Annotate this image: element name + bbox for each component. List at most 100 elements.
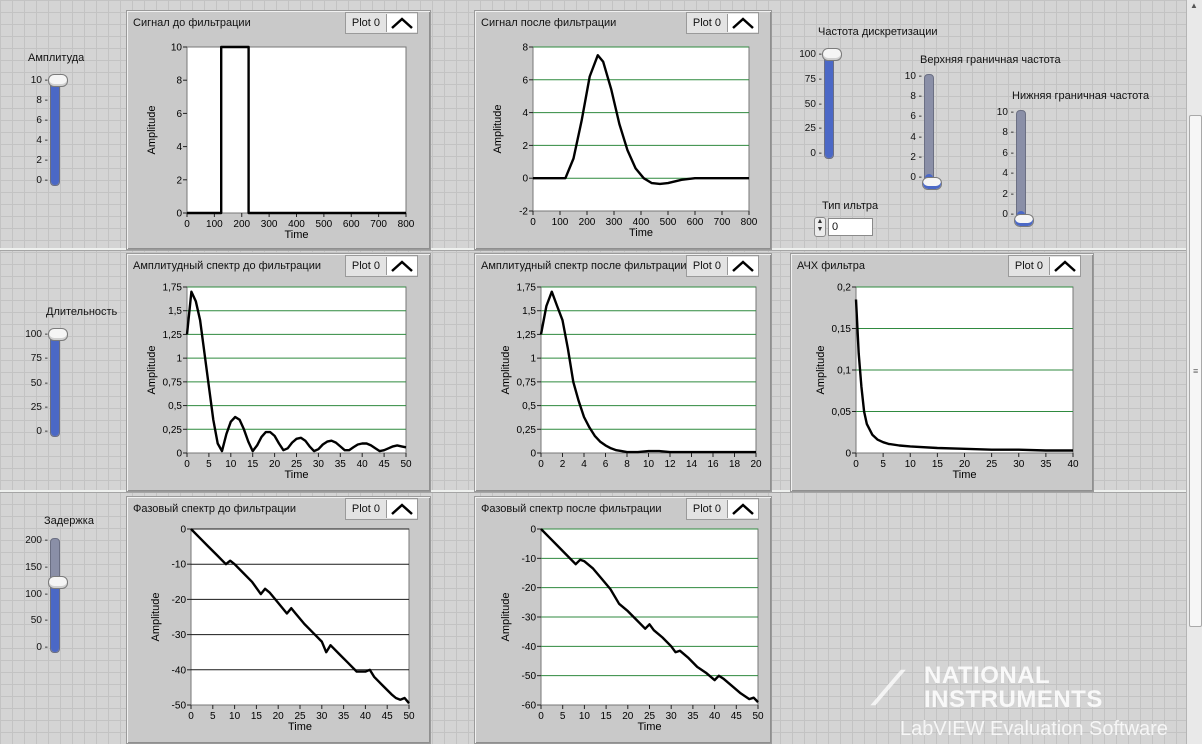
plot-style-icon[interactable] bbox=[386, 257, 417, 275]
plot-style-icon[interactable] bbox=[386, 14, 417, 32]
slider-tick-label: 6 - bbox=[1002, 147, 1014, 159]
x-tick-label: 30 bbox=[666, 711, 678, 722]
slider-tick-label: 100 - bbox=[25, 588, 48, 600]
plot-legend[interactable]: Plot 0 bbox=[685, 255, 759, 277]
plot-legend[interactable]: Plot 0 bbox=[1007, 255, 1081, 277]
y-tick-label: 1 bbox=[176, 354, 182, 365]
slider-tick-label: 2 - bbox=[36, 155, 48, 166]
y-tick-label: -30 bbox=[172, 630, 187, 641]
chart-title: Фазовый спектр после фильтрации bbox=[481, 503, 662, 515]
y-tick-label: 8 bbox=[522, 43, 528, 54]
plot-legend[interactable]: Plot 0 bbox=[685, 498, 759, 520]
sample-rate-slider[interactable]: Частота дискретизации 100 - 75 - 50 - 25 - 0… bbox=[790, 24, 950, 164]
lower-cutoff-slider[interactable]: Нижняя граничная частота 10 - 8 - 6 - 4 - 2 … bbox=[990, 88, 1180, 228]
duration-slider[interactable]: Длительность 100 - 75 - 50 - 25 - 0 - bbox=[22, 300, 122, 440]
slider-tick-label: 25 - bbox=[30, 401, 48, 413]
chart-title: Сигнал до фильтрации bbox=[133, 17, 251, 29]
upper-cutoff-slider[interactable]: Верхняя граничная частота 10 - 8 - 6 - 4 - 2… bbox=[890, 52, 1090, 192]
x-tick-label: 50 bbox=[400, 459, 412, 470]
plot-legend[interactable]: Plot 0 bbox=[685, 12, 759, 34]
chart-amp-spectrum-before: 0 0,25 0,5 0,75 1 1,25 1,5 1,75 0 5 10 15 20 25 30 35 40… bbox=[126, 253, 431, 492]
slider-knob[interactable] bbox=[922, 177, 942, 190]
increment-decrement-icon[interactable]: ▲ ▼ bbox=[814, 217, 826, 237]
x-tick-label: 35 bbox=[687, 711, 699, 722]
x-tick-label: 700 bbox=[714, 217, 731, 228]
vertical-scrollbar[interactable]: ▲ ≡ bbox=[1186, 0, 1202, 744]
x-tick-label: 25 bbox=[644, 711, 656, 722]
chart-svg: 0 0,25 0,5 0,75 1 1,25 1,5 1,75 0 5 10 15 20 25 30 35 40… bbox=[146, 283, 412, 482]
y-tick-label: 0 bbox=[176, 449, 182, 460]
slider-knob[interactable] bbox=[48, 328, 68, 341]
y-tick-label: 1,25 bbox=[163, 330, 183, 341]
x-tick-label: 12 bbox=[664, 459, 676, 470]
y-tick-label: -20 bbox=[522, 583, 537, 594]
y-tick-label: -2 bbox=[519, 207, 528, 218]
slider-tick-label: 75 - bbox=[804, 73, 822, 85]
y-axis-label: Amplitude bbox=[146, 106, 158, 155]
plot-legend[interactable]: Plot 0 bbox=[344, 255, 418, 277]
scrollbar-thumb[interactable]: ≡ bbox=[1189, 115, 1202, 627]
slider-track[interactable] bbox=[1014, 110, 1034, 227]
x-tick-label: 0 bbox=[530, 217, 536, 228]
y-tick-label: 0 bbox=[180, 525, 186, 536]
plot-legend[interactable]: Plot 0 bbox=[344, 12, 418, 34]
x-tick-label: 8 bbox=[624, 459, 630, 470]
chart-title: Амплитудный спектр до фильтрации bbox=[133, 260, 321, 272]
slider-track[interactable] bbox=[48, 328, 68, 437]
series-line bbox=[540, 528, 759, 703]
plot-style-icon[interactable] bbox=[386, 500, 417, 518]
plot-legend[interactable]: Plot 0 bbox=[344, 498, 418, 520]
slider-knob[interactable] bbox=[822, 48, 842, 61]
y-tick-label: -40 bbox=[522, 642, 537, 653]
slider-track[interactable] bbox=[48, 538, 68, 653]
chart-signal-after: -2 0 2 4 6 8 0 100 200 300 400 500 600 700 800 Time Ampl… bbox=[474, 10, 772, 250]
slider-fill bbox=[51, 581, 59, 652]
x-tick-label: 35 bbox=[335, 459, 347, 470]
y-tick-label: -10 bbox=[172, 560, 187, 571]
x-tick-label: 18 bbox=[729, 459, 741, 470]
slider-knob[interactable] bbox=[48, 74, 68, 87]
delay-slider[interactable]: Задержка 200 - 150 - 100 - 50 - 0 - bbox=[10, 512, 110, 682]
x-tick-label: 15 bbox=[251, 711, 263, 722]
plot-style-icon[interactable] bbox=[727, 257, 758, 275]
filter-type-input[interactable]: 0 bbox=[828, 218, 873, 236]
plot-style-icon[interactable] bbox=[727, 500, 758, 518]
slider-knob[interactable] bbox=[1014, 214, 1034, 227]
y-tick-label: 6 bbox=[522, 75, 528, 86]
slider-tick-label: 75 - bbox=[30, 353, 48, 365]
x-tick-label: 500 bbox=[316, 219, 333, 230]
amplitude-slider[interactable]: Амплитуда 10 - 8 - 6 - 4 - 2 - 0 - bbox=[22, 50, 112, 190]
x-tick-label: 200 bbox=[579, 217, 596, 228]
x-tick-label: 10 bbox=[643, 459, 655, 470]
y-tick-label: 0,75 bbox=[163, 377, 183, 388]
x-tick-label: 800 bbox=[741, 217, 758, 228]
slider-tick-label: 100 - bbox=[25, 329, 48, 340]
x-axis-label: Time bbox=[288, 721, 312, 733]
x-tick-label: 0 bbox=[184, 219, 190, 230]
series-line bbox=[187, 45, 406, 215]
y-tick-label: 0 bbox=[530, 525, 536, 536]
filter-type-control[interactable]: ▲ ▼ 0 bbox=[814, 217, 873, 237]
slider-track[interactable] bbox=[48, 74, 68, 186]
scroll-up-arrow-icon[interactable]: ▲ bbox=[1190, 1, 1198, 10]
slider-tick-label: 200 - bbox=[25, 535, 48, 546]
x-tick-label: 45 bbox=[379, 459, 391, 470]
slider-knob[interactable] bbox=[48, 576, 68, 590]
x-tick-label: 5 bbox=[880, 459, 886, 470]
plot-style-icon[interactable] bbox=[727, 14, 758, 32]
plot-style-icon[interactable] bbox=[1049, 257, 1080, 275]
lower-cutoff-label: Нижняя граничная частота bbox=[1012, 90, 1150, 102]
chart-title: Фазовый спектр до фильтрации bbox=[133, 503, 297, 515]
y-tick-label: -50 bbox=[172, 701, 187, 712]
chart-title: Амплитудный спектр после фильтрации bbox=[481, 260, 687, 272]
x-tick-label: 600 bbox=[687, 217, 704, 228]
x-tick-label: 100 bbox=[206, 219, 223, 230]
slider-track[interactable] bbox=[822, 48, 842, 159]
x-tick-label: 15 bbox=[932, 459, 944, 470]
chart-svg: -50 -40 -30 -20 -10 0 0 5 10 15 20 25 30 35 40 45 50 Time… bbox=[150, 525, 415, 734]
x-tick-label: 600 bbox=[343, 219, 360, 230]
slider-track[interactable] bbox=[922, 74, 942, 190]
x-tick-label: 45 bbox=[382, 711, 394, 722]
x-tick-label: 300 bbox=[606, 217, 623, 228]
slider-tick-label: 50 - bbox=[30, 377, 48, 389]
